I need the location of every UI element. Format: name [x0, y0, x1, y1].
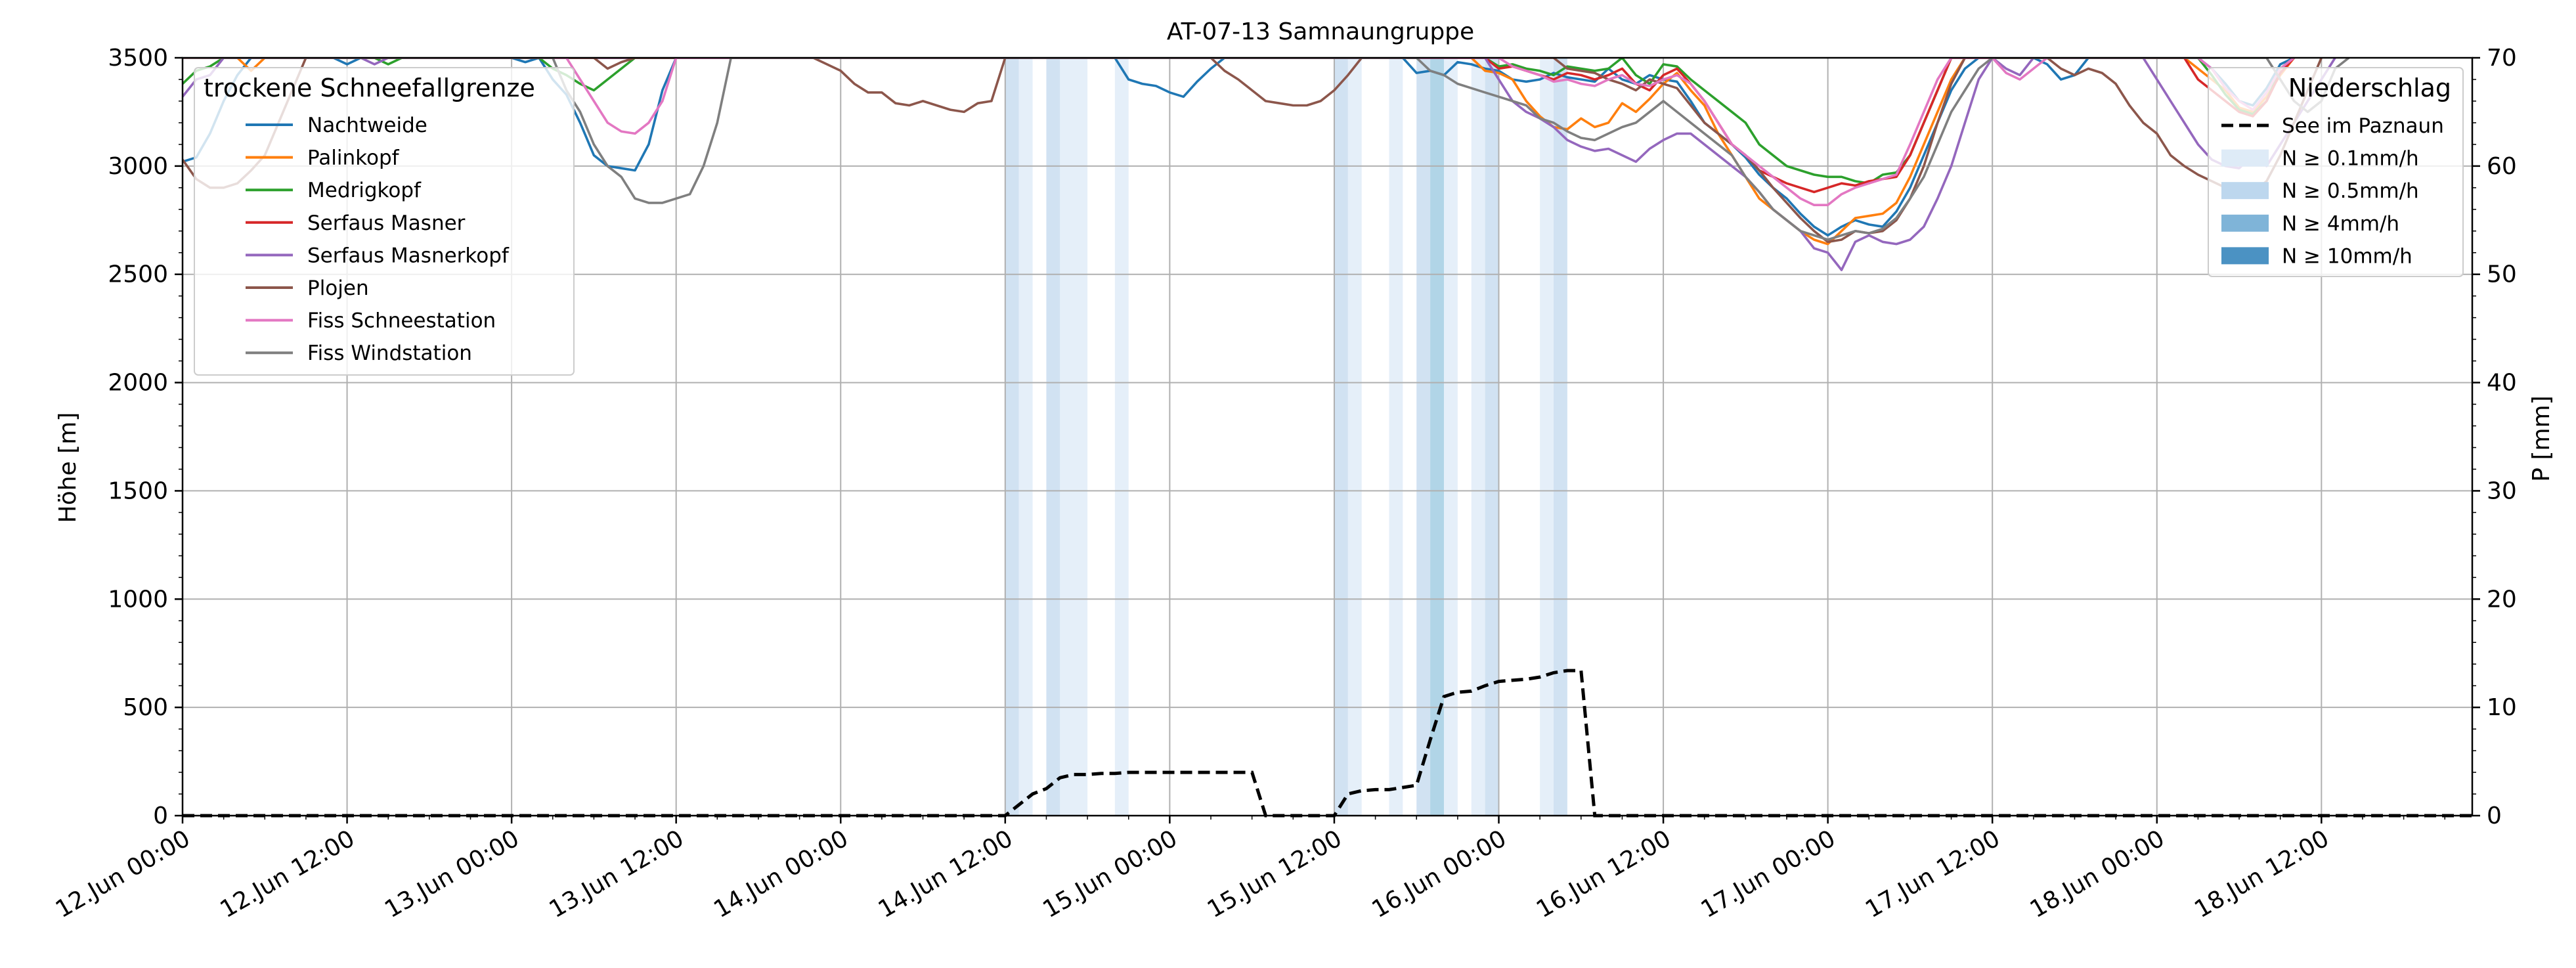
- y-tick-label: 1000: [108, 586, 168, 613]
- legend-precip-band-swatch: [2221, 149, 2269, 167]
- series-line: [183, 58, 2350, 241]
- legend-snowline: trockene Schneefallgrenze Nachtweide Palin…: [194, 67, 575, 376]
- precip-band: [1485, 58, 1499, 816]
- y2-axis-label: P [mm]: [2528, 395, 2555, 481]
- precip-band: [1471, 58, 1485, 816]
- y-tick-label: 0: [153, 803, 168, 829]
- x-tick-label: 12.Jun 12:00: [216, 825, 360, 923]
- x-tick-label: 14.Jun 00:00: [709, 825, 853, 923]
- precip-band: [1554, 58, 1567, 816]
- precip-band: [1443, 58, 1458, 816]
- precip-bands: [1005, 58, 1567, 816]
- y-tick-label: 2000: [108, 370, 168, 397]
- precip-band: [1416, 58, 1431, 816]
- legend-precip-band-swatch: [2221, 247, 2269, 265]
- y2-tick-label: 60: [2487, 153, 2517, 180]
- y2-tick-label: 30: [2487, 477, 2517, 504]
- legend-precip-band-label: N ≥ 0.5mm/h: [2282, 179, 2419, 203]
- precip-band: [1005, 58, 1019, 816]
- chart-title: AT-07-13 Samnaungruppe: [1167, 18, 1474, 45]
- y2-tick-label: 10: [2487, 694, 2517, 721]
- x-tick-label: 15.Jun 12:00: [1203, 825, 1347, 923]
- precip-band: [1334, 58, 1348, 816]
- series-line: [183, 58, 2295, 206]
- legend-snowline-label: Medrigkopf: [307, 179, 422, 202]
- legend-snowline-label: Serfaus Masner: [307, 211, 466, 235]
- legend-precip-band-label: N ≥ 0.1mm/h: [2282, 147, 2419, 171]
- series-line: [183, 58, 2295, 237]
- series-line: [183, 58, 2323, 244]
- y-tick-label: 1500: [108, 477, 168, 504]
- legend-snowline-label: Plojen: [307, 276, 369, 300]
- precip-band: [1347, 58, 1362, 816]
- precip-band: [1060, 58, 1088, 816]
- series-line: [183, 58, 2336, 271]
- precip-band: [1114, 58, 1129, 816]
- precip-line-path: [183, 669, 2472, 818]
- precip-band: [1389, 58, 1403, 816]
- y-tick-label: 3500: [108, 45, 168, 72]
- x-tick-label: 16.Jun 12:00: [1532, 825, 1676, 923]
- x-tick-label: 14.Jun 12:00: [874, 825, 1018, 923]
- x-tick-label: 17.Jun 00:00: [1697, 825, 1841, 923]
- legend-precip-band-label: N ≥ 4mm/h: [2282, 212, 2399, 236]
- x-tick-label: 12.Jun 00:00: [51, 825, 195, 923]
- legend-precip-band-swatch: [2221, 214, 2269, 232]
- legend-snowline-label: Fiss Schneestation: [307, 309, 496, 333]
- x-tick-label: 18.Jun 12:00: [2190, 825, 2334, 923]
- x-tick-label: 13.Jun 00:00: [380, 825, 524, 923]
- legend-precip-band-label: N ≥ 10mm/h: [2282, 244, 2412, 268]
- precip-band: [1046, 58, 1060, 816]
- legend-precip-line-label: See im Paznaun: [2282, 114, 2444, 138]
- y-tick-label: 500: [123, 694, 168, 721]
- y-tick-label: 3000: [108, 153, 168, 180]
- x-tick-label: 16.Jun 00:00: [1367, 825, 1511, 923]
- plot-frame: [181, 56, 2474, 817]
- y2-tick-label: 20: [2487, 586, 2517, 613]
- legend-snowline-label: Fiss Windstation: [307, 341, 472, 365]
- legend-snowline-title: trockene Schneefallgrenze: [204, 74, 535, 102]
- precip-band: [1540, 58, 1554, 816]
- legend-snowline-label: Palinkopf: [307, 146, 400, 170]
- x-tick-label: 18.Jun 00:00: [2026, 825, 2170, 923]
- precip-band: [1430, 58, 1444, 816]
- series-line: [183, 58, 2296, 246]
- y-axis-label: Höhe [m]: [55, 412, 81, 523]
- legend-precip-title: Niederschlag: [2288, 74, 2451, 102]
- x-tick-label: 15.Jun 00:00: [1038, 825, 1182, 923]
- y-tick-label: 2500: [108, 261, 168, 288]
- x-tick-label: 17.Jun 12:00: [1861, 825, 2005, 923]
- y2-tick-label: 40: [2487, 370, 2517, 397]
- legend-snowline-label: Serfaus Masnerkopf: [307, 244, 510, 267]
- legend-precip-band-swatch: [2221, 182, 2269, 200]
- y2-tick-label: 50: [2487, 261, 2517, 288]
- x-tick-label: 13.Jun 12:00: [545, 825, 689, 923]
- precip-band: [1018, 58, 1033, 816]
- precip-line: [183, 669, 2472, 818]
- legend-snowline-label: Nachtweide: [307, 114, 427, 137]
- snowline-series: [183, 58, 2350, 271]
- legend-snowline-box: [194, 67, 575, 376]
- y2-tick-label: 0: [2487, 803, 2502, 829]
- y2-tick-label: 70: [2487, 45, 2517, 72]
- legend-precipitation: Niederschlag See im Paznaun N ≥ 0.1mm/h N ≥…: [2208, 67, 2464, 277]
- legend-precip-box: [2208, 67, 2464, 277]
